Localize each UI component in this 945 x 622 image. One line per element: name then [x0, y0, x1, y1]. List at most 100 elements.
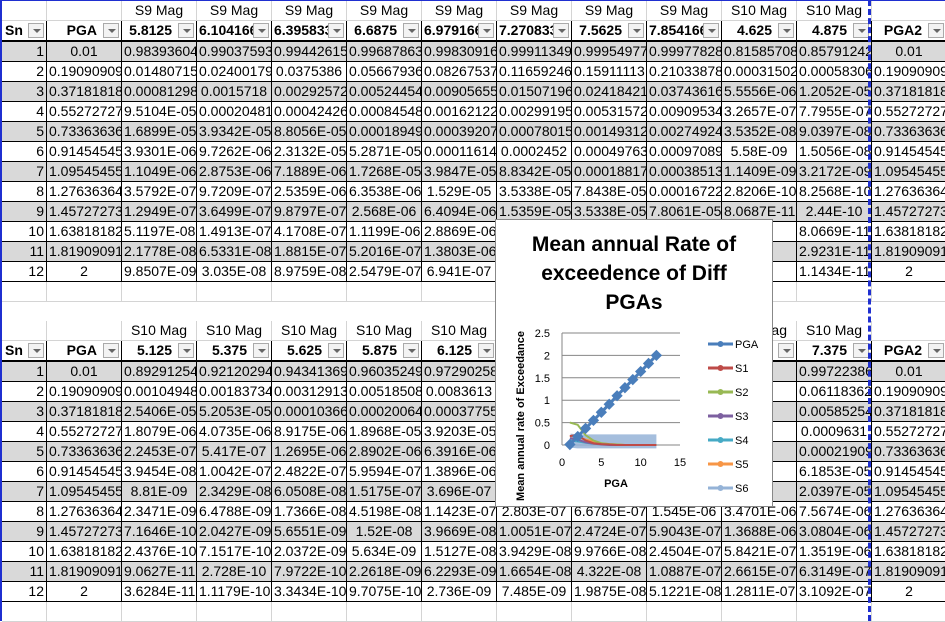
table-cell[interactable]: 0.73363636: [47, 122, 122, 142]
table-cell[interactable]: 1.27636364: [872, 182, 945, 202]
table-cell[interactable]: 0.99442615: [272, 42, 347, 62]
table-cell[interactable]: 1.09545455: [872, 162, 945, 182]
empty-cell[interactable]: [197, 282, 272, 302]
column-header[interactable]: 5.875: [347, 341, 422, 362]
filter-dropdown-icon[interactable]: [778, 343, 794, 358]
empty-cell[interactable]: [422, 282, 497, 302]
table-cell[interactable]: 1.0887E-07: [647, 562, 722, 582]
table-cell[interactable]: 9.8507E-09: [122, 262, 197, 282]
table-cell[interactable]: 2.803E-07: [497, 502, 572, 522]
table-cell[interactable]: 4.0735E-06: [197, 422, 272, 442]
table-cell[interactable]: 0.37181818: [872, 402, 945, 422]
table-cell[interactable]: 7.8061E-05: [647, 202, 722, 222]
empty-cell[interactable]: [47, 602, 122, 622]
table-cell[interactable]: 6.3538E-06: [347, 182, 422, 202]
empty-cell[interactable]: [422, 602, 497, 622]
table-cell[interactable]: 9.5104E-05: [122, 102, 197, 122]
column-header[interactable]: Sn: [2, 341, 47, 362]
table-cell[interactable]: 3.5338E-05: [497, 182, 572, 202]
table-cell[interactable]: 0.01480715: [122, 62, 197, 82]
table-cell[interactable]: 3.2657E-07: [722, 102, 797, 122]
table-cell[interactable]: 5.417E-07: [197, 442, 272, 462]
filter-dropdown-icon[interactable]: [553, 23, 569, 38]
table-cell[interactable]: 4: [2, 102, 47, 122]
table-cell[interactable]: 1.27636364: [47, 502, 122, 522]
table-cell[interactable]: 0.94341369: [272, 362, 347, 382]
table-cell[interactable]: 4.5198E-08: [347, 502, 422, 522]
filter-dropdown-icon[interactable]: [403, 23, 419, 38]
table-cell[interactable]: 2.8869E-06: [422, 222, 497, 242]
table-cell[interactable]: 2.1778E-08: [122, 242, 197, 262]
table-cell[interactable]: 2: [872, 262, 945, 282]
table-cell[interactable]: 0.00084548: [347, 102, 422, 122]
table-cell[interactable]: 7.1889E-06: [272, 162, 347, 182]
table-cell[interactable]: 2: [47, 582, 122, 602]
table-cell[interactable]: 3.5352E-08: [722, 122, 797, 142]
table-cell[interactable]: 0.08267537: [422, 62, 497, 82]
table-cell[interactable]: 1.3803E-06: [422, 242, 497, 262]
table-cell[interactable]: 8.8056E-05: [272, 122, 347, 142]
table-cell[interactable]: 1.09545455: [872, 482, 945, 502]
table-cell[interactable]: 0.99722386: [797, 362, 872, 382]
table-cell[interactable]: 1.63818182: [872, 222, 945, 242]
table-cell[interactable]: 0.19090909: [872, 62, 945, 82]
table-cell[interactable]: 0.73363636: [872, 442, 945, 462]
table-cell[interactable]: 0.00104948: [122, 382, 197, 402]
table-cell[interactable]: 10: [2, 542, 47, 562]
table-cell[interactable]: 2: [47, 262, 122, 282]
table-cell[interactable]: 8: [2, 182, 47, 202]
table-cell[interactable]: 8.8342E-05: [497, 162, 572, 182]
table-cell[interactable]: 12: [2, 262, 47, 282]
table-cell[interactable]: 1.8815E-07: [272, 242, 347, 262]
filter-dropdown-icon[interactable]: [328, 343, 344, 358]
table-cell[interactable]: 11: [2, 242, 47, 262]
table-cell[interactable]: 0.00078015: [497, 122, 572, 142]
table-cell[interactable]: 0.73363636: [872, 122, 945, 142]
table-cell[interactable]: 1.27636364: [47, 182, 122, 202]
table-cell[interactable]: 2.2453E-07: [122, 442, 197, 462]
table-cell[interactable]: 0.00038513: [647, 162, 722, 182]
table-cell[interactable]: 1.529E-05: [422, 182, 497, 202]
table-cell[interactable]: 6.0508E-08: [272, 482, 347, 502]
table-cell[interactable]: 3.6284E-11: [122, 582, 197, 602]
filter-dropdown-icon[interactable]: [478, 23, 494, 38]
column-header[interactable]: PGA: [47, 341, 122, 362]
empty-cell[interactable]: [347, 282, 422, 302]
table-cell[interactable]: 8.0669E-11: [797, 222, 872, 242]
table-cell[interactable]: 2.4504E-07: [647, 542, 722, 562]
empty-cell[interactable]: [122, 282, 197, 302]
table-cell[interactable]: 2.0397E-05: [797, 482, 872, 502]
table-cell[interactable]: 2.6615E-07: [722, 562, 797, 582]
table-cell[interactable]: 0.91454545: [872, 462, 945, 482]
table-cell[interactable]: 1.6654E-08: [497, 562, 572, 582]
table-cell[interactable]: 0.55272727: [47, 422, 122, 442]
filter-dropdown-icon[interactable]: [28, 343, 44, 358]
table-cell[interactable]: 2.4376E-10: [122, 542, 197, 562]
table-cell[interactable]: 3.9429E-08: [497, 542, 572, 562]
table-cell[interactable]: 2.44E-10: [797, 202, 872, 222]
table-cell[interactable]: 0.15911113: [572, 62, 647, 82]
table-cell[interactable]: 6.5331E-08: [197, 242, 272, 262]
column-header[interactable]: 4.875: [797, 21, 872, 42]
column-header[interactable]: 5.375: [197, 341, 272, 362]
table-cell[interactable]: 7.7955E-07: [797, 102, 872, 122]
empty-cell[interactable]: [2, 282, 47, 302]
table-cell[interactable]: 0.99977828: [647, 42, 722, 62]
table-cell[interactable]: 9.7209E-07: [197, 182, 272, 202]
column-header[interactable]: PGA2: [872, 341, 945, 362]
column-header[interactable]: 6.9791666: [422, 21, 497, 42]
table-cell[interactable]: 1.2695E-06: [272, 442, 347, 462]
table-cell[interactable]: 8.81E-09: [122, 482, 197, 502]
table-cell[interactable]: 3.9669E-08: [422, 522, 497, 542]
table-cell[interactable]: 5.1197E-08: [122, 222, 197, 242]
table-cell[interactable]: 1.0042E-07: [197, 462, 272, 482]
table-cell[interactable]: 12: [2, 582, 47, 602]
table-cell[interactable]: 6.941E-07: [422, 262, 497, 282]
column-header[interactable]: 6.3958333: [272, 21, 347, 42]
table-cell[interactable]: 0.21033878: [647, 62, 722, 82]
table-cell[interactable]: 9.7262E-06: [197, 142, 272, 162]
table-cell[interactable]: 1.81909091: [872, 562, 945, 582]
table-cell[interactable]: 0.00018817: [572, 162, 647, 182]
table-cell[interactable]: 8.9759E-08: [272, 262, 347, 282]
table-cell[interactable]: 3.9847E-05: [422, 162, 497, 182]
